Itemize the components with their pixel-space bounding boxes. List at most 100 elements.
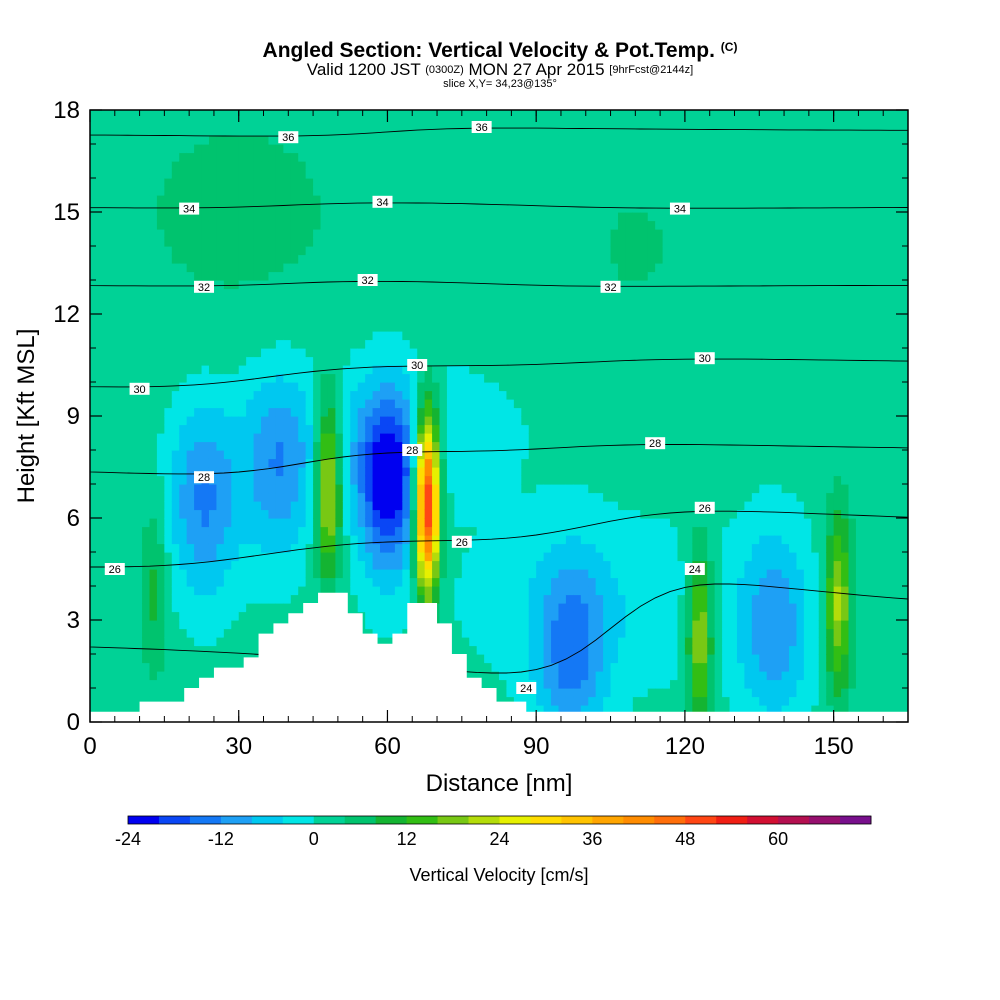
velocity-cell bbox=[476, 186, 485, 196]
velocity-cell bbox=[551, 331, 560, 341]
velocity-cell bbox=[573, 526, 582, 536]
velocity-cell bbox=[112, 229, 121, 239]
velocity-cell bbox=[565, 518, 574, 528]
velocity-cell bbox=[313, 169, 322, 179]
velocity-cell bbox=[261, 365, 270, 375]
velocity-cell bbox=[208, 331, 218, 341]
velocity-cell bbox=[231, 356, 240, 366]
velocity-cell bbox=[573, 254, 582, 264]
velocity-cell bbox=[588, 110, 597, 120]
velocity-cell bbox=[186, 212, 195, 222]
velocity-cell bbox=[417, 118, 426, 128]
velocity-cell bbox=[127, 110, 136, 120]
velocity-cell bbox=[186, 526, 195, 536]
velocity-cell bbox=[298, 356, 307, 366]
velocity-cell bbox=[499, 526, 508, 536]
velocity-cell bbox=[394, 484, 403, 494]
velocity-cell bbox=[298, 178, 307, 188]
velocity-cell bbox=[551, 373, 560, 383]
velocity-cell bbox=[394, 178, 403, 188]
velocity-cell bbox=[142, 212, 151, 222]
velocity-cell bbox=[290, 441, 299, 451]
velocity-cell bbox=[365, 186, 374, 196]
velocity-cell bbox=[142, 195, 151, 205]
velocity-cell bbox=[409, 288, 418, 298]
velocity-cell bbox=[216, 484, 225, 494]
velocity-cell bbox=[365, 552, 374, 562]
velocity-cell bbox=[551, 543, 560, 553]
velocity-cell bbox=[409, 229, 418, 239]
velocity-cell bbox=[97, 220, 106, 230]
velocity-cell bbox=[513, 654, 522, 664]
velocity-cell bbox=[454, 569, 463, 579]
velocity-cell bbox=[268, 577, 277, 587]
velocity-cell bbox=[461, 127, 470, 137]
velocity-cell bbox=[238, 569, 247, 579]
velocity-cell bbox=[372, 144, 381, 154]
velocity-cell bbox=[499, 203, 508, 213]
velocity-cell bbox=[156, 246, 165, 256]
velocity-cell bbox=[365, 569, 374, 579]
velocity-cell bbox=[417, 322, 426, 332]
velocity-cell bbox=[565, 603, 574, 613]
velocity-cell bbox=[409, 297, 418, 307]
velocity-cell bbox=[432, 569, 441, 579]
velocity-cell bbox=[127, 560, 136, 570]
velocity-cell bbox=[194, 246, 203, 256]
velocity-cell bbox=[439, 229, 448, 239]
velocity-cell bbox=[394, 246, 403, 256]
velocity-cell bbox=[476, 543, 485, 553]
velocity-cell bbox=[528, 127, 537, 137]
velocity-cell bbox=[208, 662, 218, 672]
velocity-cell bbox=[342, 237, 351, 247]
velocity-cell bbox=[446, 263, 455, 273]
velocity-cell bbox=[201, 586, 210, 596]
velocity-cell bbox=[208, 518, 218, 528]
velocity-cell bbox=[551, 152, 560, 162]
velocity-cell bbox=[551, 110, 560, 120]
velocity-cell bbox=[216, 271, 225, 281]
velocity-cell bbox=[313, 509, 322, 519]
forecast-info: [9hrFcst@2144z] bbox=[609, 64, 694, 76]
velocity-cell bbox=[104, 212, 113, 222]
velocity-cell bbox=[171, 254, 180, 264]
velocity-cell bbox=[603, 569, 612, 579]
velocity-cell bbox=[350, 254, 359, 264]
velocity-cell bbox=[439, 203, 448, 213]
velocity-cell bbox=[283, 526, 292, 536]
velocity-cell bbox=[127, 611, 136, 621]
velocity-cell bbox=[595, 433, 604, 443]
velocity-cell bbox=[580, 382, 589, 392]
velocity-cell bbox=[372, 263, 381, 273]
velocity-cell bbox=[253, 135, 262, 145]
velocity-cell bbox=[439, 433, 448, 443]
velocity-cell bbox=[506, 288, 515, 298]
velocity-cell bbox=[142, 475, 151, 485]
velocity-cell bbox=[380, 433, 389, 443]
velocity-cell bbox=[424, 254, 433, 264]
velocity-cell bbox=[551, 186, 560, 196]
velocity-cell bbox=[573, 399, 582, 409]
velocity-cell bbox=[506, 645, 515, 655]
velocity-cell bbox=[208, 118, 218, 128]
velocity-cell bbox=[521, 441, 530, 451]
velocity-cell bbox=[588, 356, 597, 366]
velocity-cell bbox=[491, 569, 500, 579]
velocity-cell bbox=[461, 569, 470, 579]
velocity-cell bbox=[454, 297, 463, 307]
velocity-cell bbox=[201, 144, 210, 154]
velocity-cell bbox=[186, 407, 195, 417]
velocity-cell bbox=[424, 492, 433, 502]
velocity-cell bbox=[558, 399, 567, 409]
velocity-cell bbox=[112, 288, 121, 298]
velocity-cell bbox=[380, 356, 389, 366]
velocity-cell bbox=[380, 441, 389, 451]
velocity-cell bbox=[156, 688, 165, 698]
velocity-cell bbox=[469, 424, 478, 434]
velocity-cell bbox=[499, 399, 508, 409]
velocity-cell bbox=[134, 161, 143, 171]
velocity-cell bbox=[216, 475, 225, 485]
velocity-cell bbox=[357, 518, 366, 528]
velocity-cell bbox=[432, 441, 441, 451]
velocity-cell bbox=[112, 280, 121, 290]
